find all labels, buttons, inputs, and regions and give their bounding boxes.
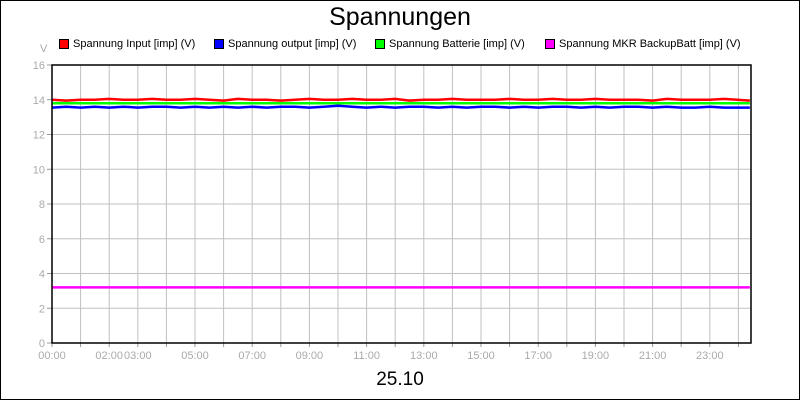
legend-label: Spannung MKR BackupBatt [imp] (V) (559, 38, 741, 50)
legend-swatch (375, 39, 385, 49)
x-tick-label: 09:00 (296, 350, 324, 362)
plot-border (51, 64, 752, 344)
legend-label: Spannung Input [imp] (V) (73, 38, 196, 50)
y-tick-label: 16 (33, 60, 45, 72)
legend-swatch (214, 39, 224, 49)
x-tick-label: 05:00 (181, 350, 209, 362)
y-tick-label: 6 (39, 234, 45, 246)
x-tick-label: 19:00 (582, 350, 610, 362)
series-line-2 (51, 104, 750, 109)
legend-item-mkr: Spannung MKR BackupBatt [imp] (V) (545, 38, 741, 50)
x-axis-title: 25.10 (376, 369, 424, 390)
chart-title: Spannungen (329, 3, 471, 31)
x-tick-label: 17:00 (524, 350, 552, 362)
legend-item-output: Spannung output [imp] (V) (214, 38, 356, 50)
x-tick-label: 15:00 (467, 350, 495, 362)
y-tick-label: 14 (33, 95, 45, 107)
x-tick-label: 21:00 (639, 350, 667, 362)
x-tick-label: 00:00 (38, 350, 66, 362)
y-tick-label: 4 (39, 269, 45, 281)
y-tick-label: 10 (33, 164, 45, 176)
y-tick-label: 8 (39, 199, 45, 211)
y-axis-label: V (40, 43, 48, 55)
x-tick-label: 11:00 (353, 350, 380, 362)
x-tick-label: 03:00 (124, 350, 152, 362)
legend-label: Spannung output [imp] (V) (228, 38, 357, 50)
x-tick-label: 07:00 (238, 350, 266, 362)
legend-label: Spannung Batterie [imp] (V) (389, 38, 525, 50)
x-tick-label: 13:00 (410, 350, 438, 362)
x-tick-label: 23:00 (696, 350, 724, 362)
legend-item-input: Spannung Input [imp] (V) (59, 38, 195, 50)
x-tick-label: 02:00 (95, 350, 123, 362)
series-line-1 (51, 97, 750, 102)
y-tick-label: 12 (33, 130, 45, 142)
legend-swatch (545, 39, 555, 49)
y-tick-label: 0 (39, 338, 45, 350)
legend-swatch (59, 39, 69, 49)
legend-item-batterie: Spannung Batterie [imp] (V) (375, 38, 525, 50)
y-tick-label: 2 (39, 303, 45, 315)
